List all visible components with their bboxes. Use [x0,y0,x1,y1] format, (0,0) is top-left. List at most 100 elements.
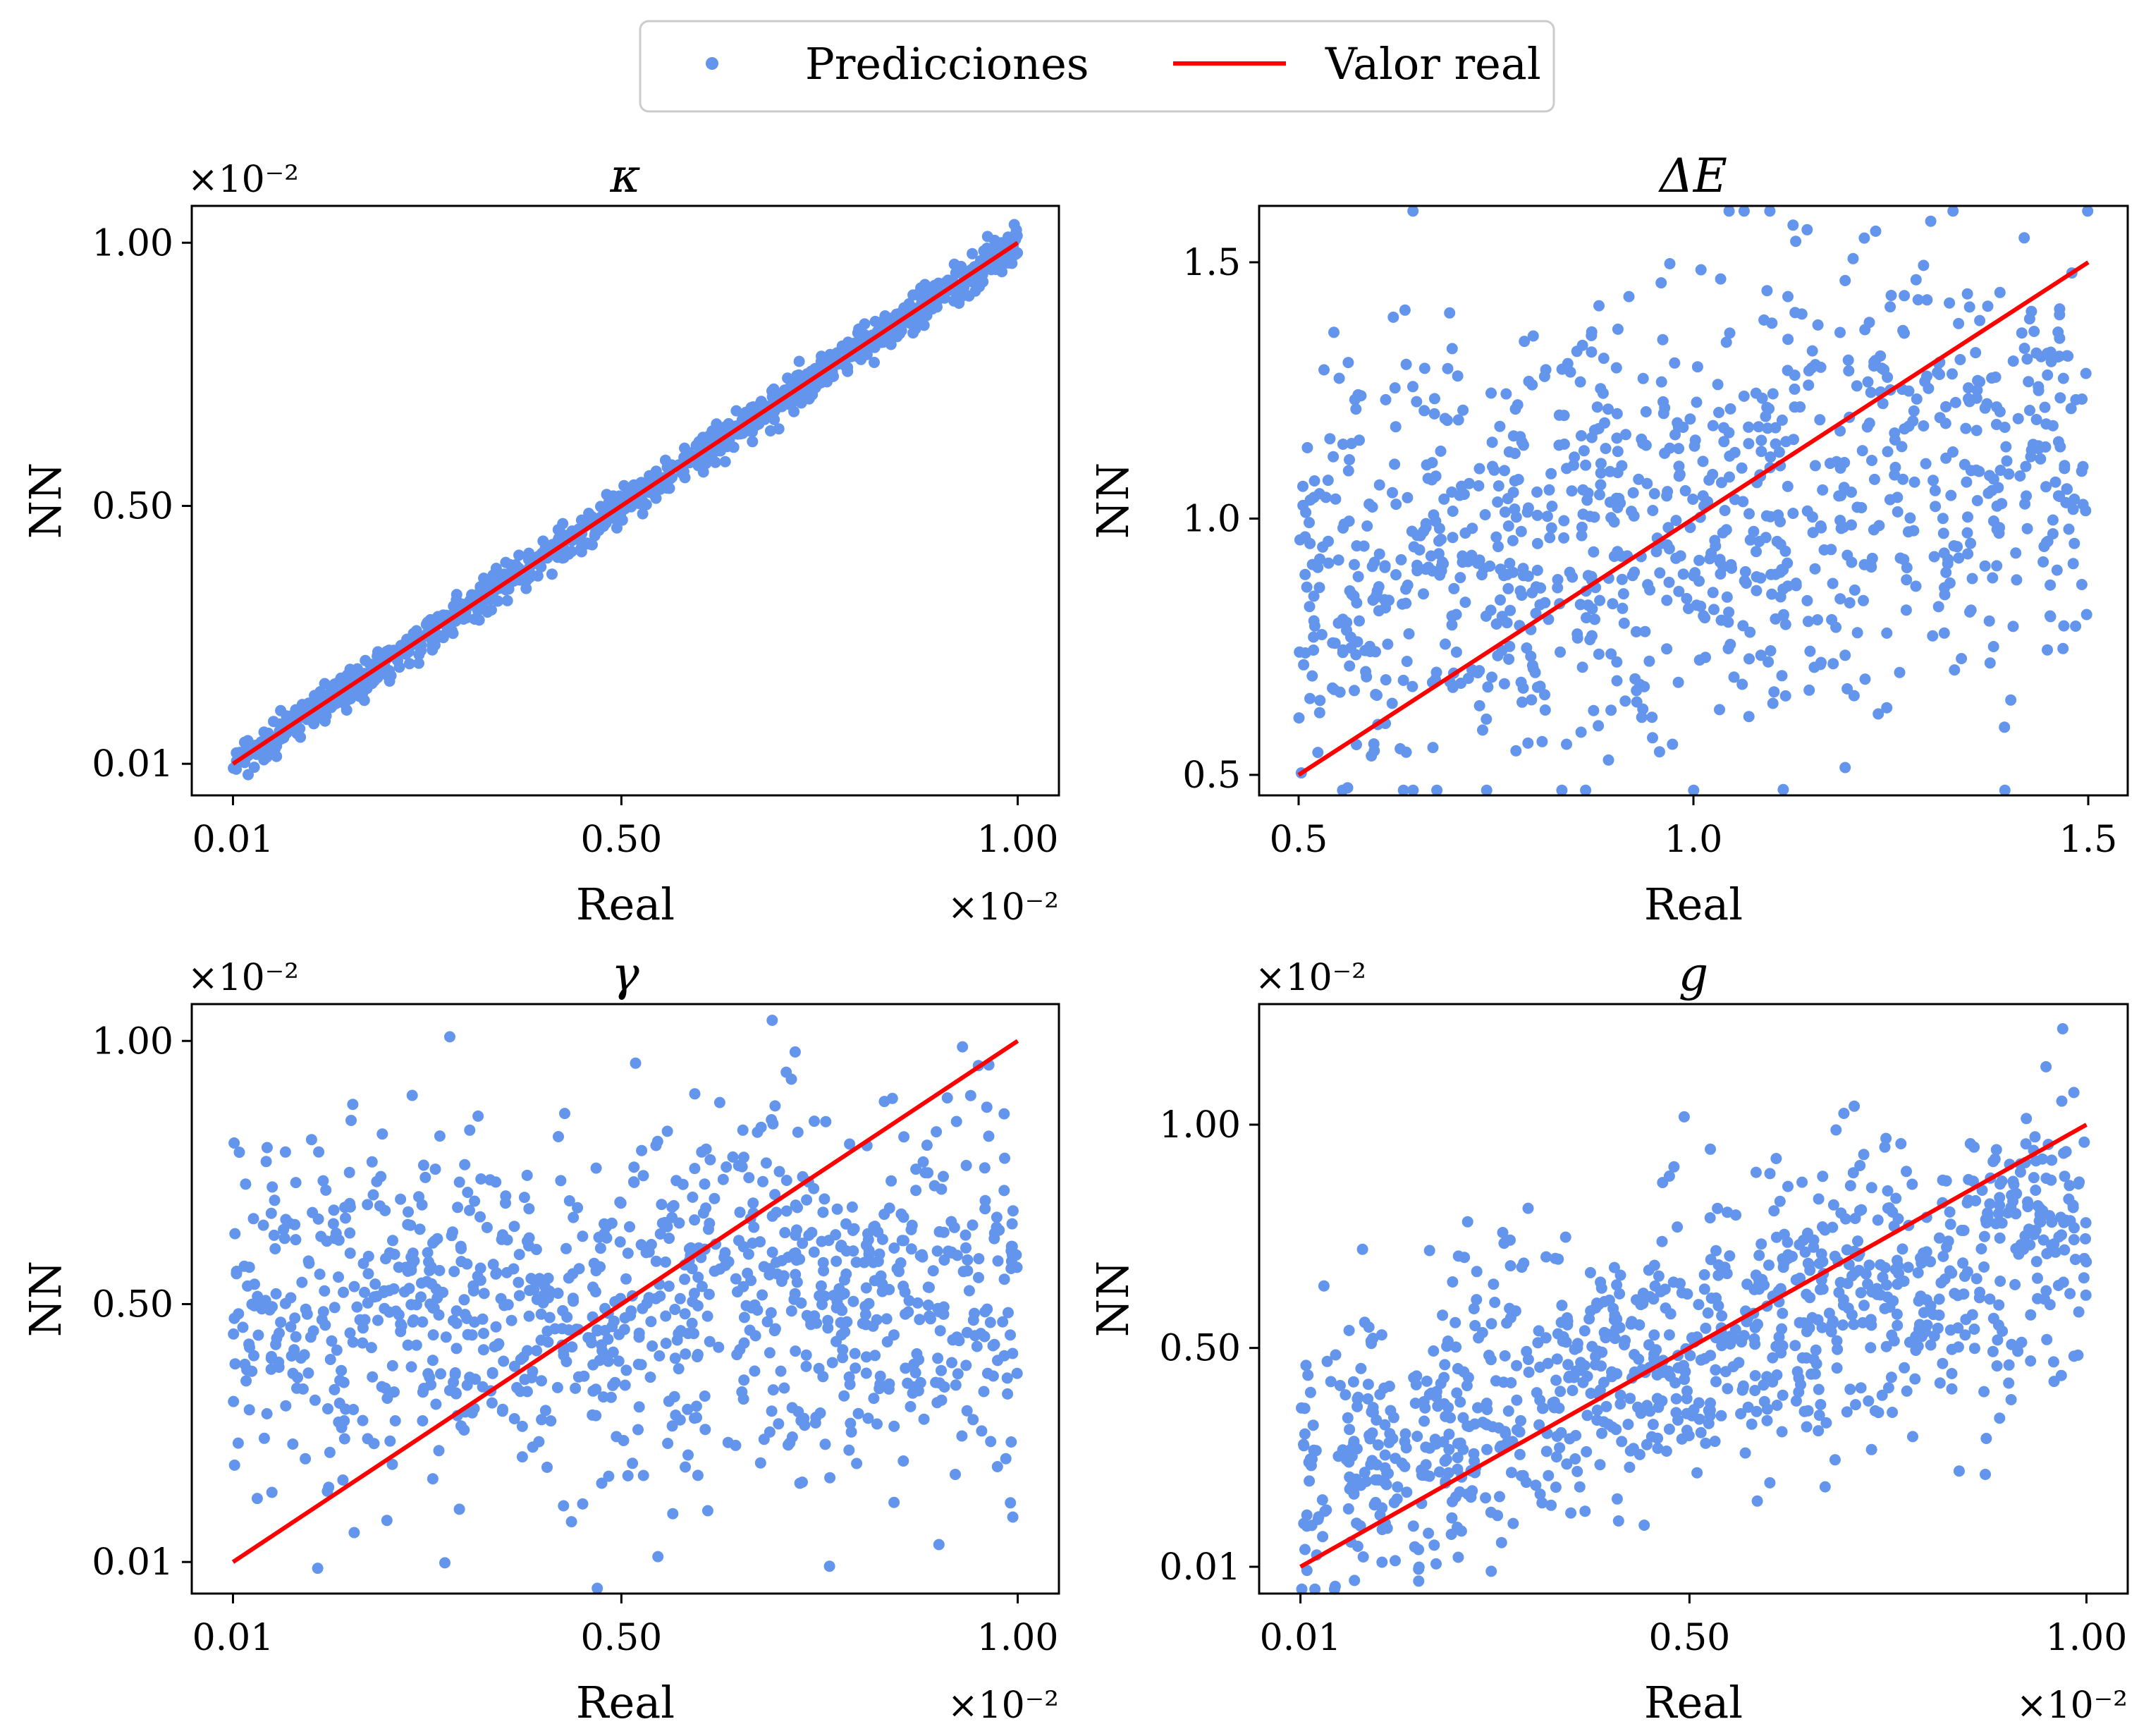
prediction-point [1698,1283,1710,1295]
prediction-point [1655,277,1667,289]
prediction-point [1624,1393,1636,1405]
prediction-point [967,247,979,259]
prediction-point [782,1252,794,1263]
prediction-point [1873,708,1884,720]
prediction-point [1982,1211,1994,1223]
prediction-point [934,1325,946,1337]
prediction-point [1938,547,1950,559]
prediction-point [357,1414,369,1426]
prediction-point [1299,568,1311,580]
prediction-point [2067,558,2079,570]
prediction-point [1306,670,1318,682]
prediction-point [1987,572,1999,584]
prediction-point [1815,361,1827,373]
prediction-point [682,446,694,458]
prediction-point [1372,1439,1384,1451]
prediction-point [1993,527,2005,539]
prediction-point [240,1178,252,1190]
prediction-point [1777,1389,1789,1401]
prediction-point [582,1332,594,1344]
prediction-point [1442,362,1454,374]
prediction-point [701,1310,713,1322]
prediction-point [1739,575,1751,587]
prediction-point [470,1374,482,1385]
prediction-point [1406,680,1418,692]
prediction-point [650,1292,662,1304]
prediction-point [2018,232,2030,244]
prediction-point [951,1249,963,1261]
prediction-point [687,1191,699,1203]
prediction-point [808,1246,820,1258]
prediction-point [981,231,993,243]
prediction-point [516,1451,528,1463]
prediction-point [2082,205,2094,217]
prediction-point [1407,784,1419,796]
x-offset-gamma: ×10⁻² [948,1685,1059,1727]
prediction-point [1856,1204,1868,1216]
prediction-point [817,1257,829,1269]
prediction-point [1396,1457,1408,1469]
prediction-point [674,1414,686,1426]
prediction-point [894,328,906,340]
prediction-point [897,1455,909,1467]
prediction-point [897,1235,909,1247]
prediction-point [2016,1336,2028,1348]
prediction-point [414,1223,426,1235]
prediction-point [730,1273,742,1285]
prediction-point [2042,369,2054,381]
prediction-point [981,1101,993,1113]
panel-gamma: 0.01 0.50 1.000.010.501.00γRealNN×10⁻²×10⁻… [20,947,1060,1728]
prediction-point [1829,1250,1841,1262]
prediction-point [2073,1178,2085,1190]
prediction-point [1937,513,1949,525]
prediction-point [384,1435,396,1447]
prediction-point [1720,524,1732,536]
prediction-point [1450,1316,1461,1328]
prediction-point [650,1255,662,1267]
prediction-point [1849,1213,1861,1224]
prediction-point [1841,683,1853,695]
prediction-point [933,1225,945,1237]
prediction-point [1777,609,1789,621]
prediction-point [804,384,816,396]
prediction-point [1481,1404,1493,1415]
prediction-point [427,1473,439,1485]
prediction-point [1005,1245,1017,1257]
prediction-point [2003,1359,2015,1371]
prediction-point [1550,1481,1562,1493]
prediction-point [1486,436,1498,448]
prediction-point [637,1302,649,1314]
prediction-point [985,1436,997,1448]
prediction-point [486,1397,498,1409]
prediction-point [921,310,933,322]
prediction-point [831,1203,843,1215]
prediction-point [1921,294,1933,306]
prediction-point [704,1335,716,1347]
prediction-point [1576,521,1588,533]
y-tick-label: 0.01 [1159,1546,1241,1589]
prediction-point [1782,1180,1794,1192]
prediction-point [2010,547,2022,559]
prediction-point [1923,382,1935,394]
prediction-point [521,1169,533,1181]
prediction-point [891,1263,903,1275]
title-gamma: γ [611,947,639,1001]
prediction-point [1575,430,1587,441]
prediction-point [1719,505,1731,516]
prediction-point [405,1361,417,1373]
prediction-point [228,1459,240,1471]
prediction-point [1755,572,1767,584]
prediction-point [998,1350,1010,1362]
prediction-point [1953,552,1965,564]
prediction-point [1768,1205,1780,1217]
prediction-point [513,549,525,561]
prediction-point [2021,490,2033,502]
prediction-point [2016,327,2028,339]
prediction-point [711,418,723,430]
prediction-point [587,1359,599,1371]
prediction-point [473,614,485,626]
prediction-point [549,1323,561,1335]
prediction-point [1833,490,1845,502]
prediction-point [1580,784,1592,796]
prediction-point [1584,634,1596,646]
